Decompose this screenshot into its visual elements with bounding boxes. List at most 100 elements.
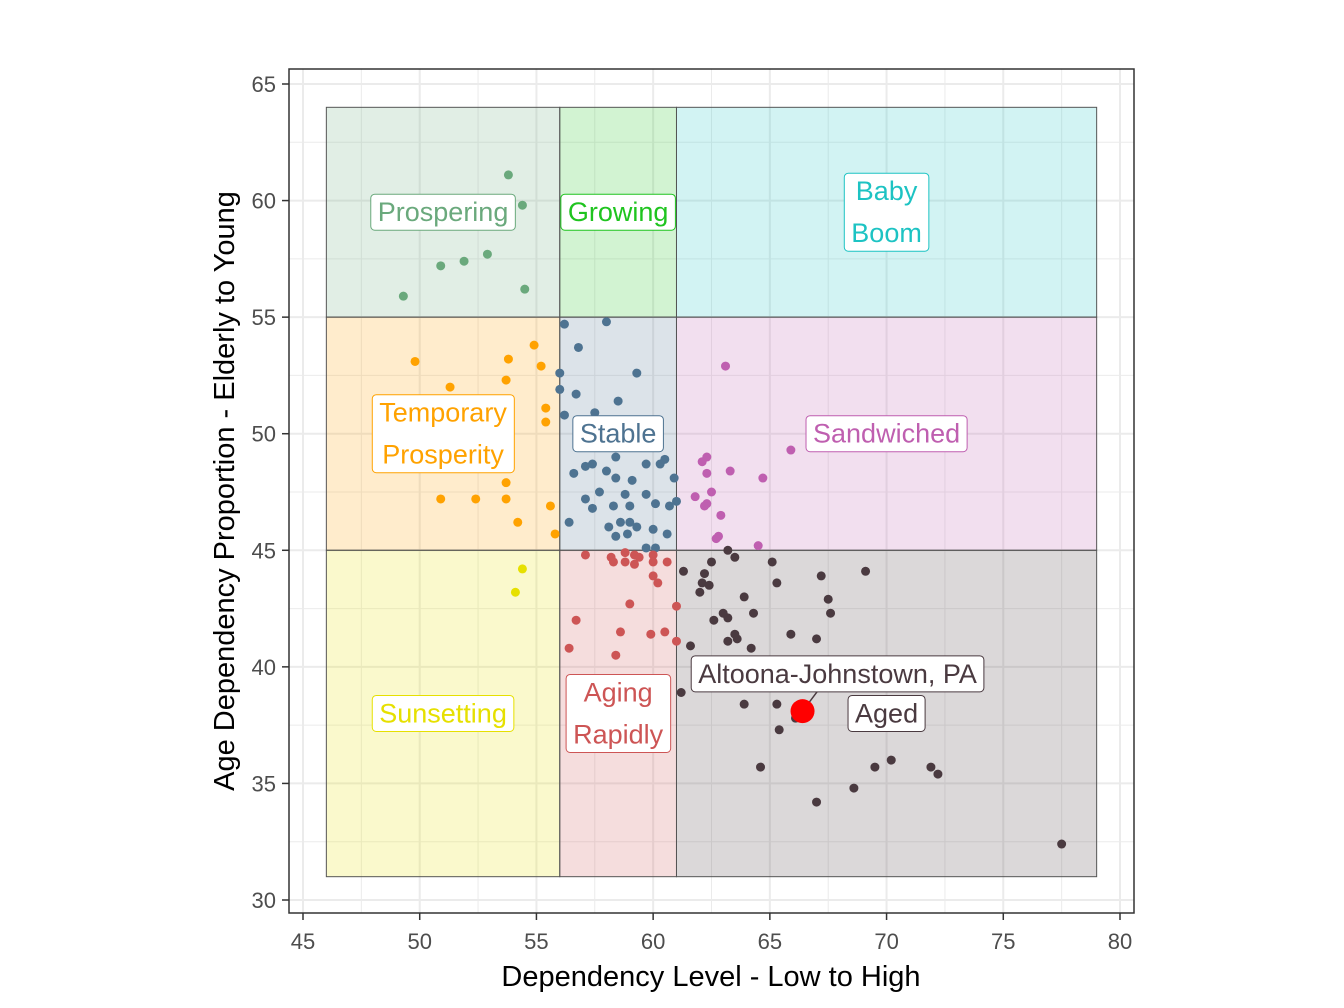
point-aging-rapidly [611, 650, 621, 660]
x-tick-label: 80 [1108, 929, 1132, 954]
point-prospering [517, 200, 527, 210]
label-sunsetting-text: Sunsetting [379, 698, 507, 728]
point-aged [704, 580, 714, 590]
point-temporary-prosperity [471, 494, 481, 504]
label-sandwiched-box [805, 415, 968, 453]
label-aging-rapidly-box [565, 673, 672, 753]
point-stable [587, 459, 597, 469]
point-stable [580, 494, 590, 504]
point-sandwiched [786, 445, 796, 455]
point-temporary-prosperity [550, 529, 560, 539]
point-aged [746, 643, 756, 653]
highlight-label: Altoona-Johnstown, PA [690, 655, 985, 693]
point-aging-rapidly [629, 559, 639, 569]
point-stable [564, 517, 574, 527]
point-aging-rapidly [648, 557, 658, 567]
point-aged [861, 566, 871, 576]
point-aging-rapidly [620, 548, 630, 558]
label-aging-rapidly-text: Aging Rapidly [573, 677, 664, 749]
point-temporary-prosperity [501, 478, 511, 488]
point-sandwiched [702, 468, 712, 478]
point-temporary-prosperity [410, 356, 420, 366]
point-sandwiched [725, 466, 735, 476]
point-aged [786, 629, 796, 639]
point-sandwiched [699, 501, 709, 511]
x-tick-label: 45 [291, 929, 315, 954]
point-temporary-prosperity [545, 501, 555, 511]
point-aging-rapidly [662, 557, 672, 567]
point-aged [812, 797, 822, 807]
label-aging-rapidly: Aging Rapidly [565, 673, 672, 753]
point-sunsetting [517, 564, 527, 574]
point-stable [611, 531, 621, 541]
x-tick-label: 70 [874, 929, 898, 954]
point-stable [615, 517, 625, 527]
label-temporary-prosperity-text: Temporary Prosperity [379, 398, 507, 470]
point-temporary-prosperity [536, 361, 546, 371]
point-aging-rapidly [634, 552, 644, 562]
point-temporary-prosperity [436, 494, 446, 504]
point-aged [723, 545, 733, 555]
x-tick-label: 50 [407, 929, 431, 954]
point-aging-rapidly [608, 557, 618, 567]
point-stable [601, 317, 611, 327]
point-sandwiched [697, 457, 707, 467]
point-aging-rapidly [571, 615, 581, 625]
x-axis-title: Dependency Level - Low to High [501, 961, 920, 993]
y-tick-label: 35 [252, 771, 276, 796]
y-tick-label: 40 [252, 655, 276, 680]
point-stable [601, 466, 611, 476]
y-tick-label: 65 [252, 72, 276, 97]
x-tick-label: 60 [641, 929, 665, 954]
highlight-point [790, 699, 815, 724]
point-stable [625, 517, 635, 527]
label-temporary-prosperity-box [371, 394, 515, 474]
point-aged [1057, 839, 1067, 849]
point-stable [580, 461, 590, 471]
y-tick-label: 45 [252, 538, 276, 563]
point-aging-rapidly [671, 636, 681, 646]
label-sunsetting: Sunsetting [371, 694, 515, 732]
point-aged [749, 608, 759, 618]
point-aged [826, 608, 836, 618]
point-stable [622, 529, 632, 539]
point-aging-rapidly [660, 627, 670, 637]
label-sandwiched-text: Sandwiched [813, 419, 960, 449]
y-axis-title: Age Dependency Proportion - Elderly to Y… [209, 191, 241, 791]
point-stable [641, 489, 651, 499]
point-aging-rapidly [653, 578, 663, 588]
point-aged [723, 613, 733, 623]
point-aging-rapidly [625, 599, 635, 609]
label-aged-box [847, 694, 926, 732]
point-sandwiched [721, 361, 731, 371]
point-aged [933, 769, 943, 779]
label-baby-boom-box [843, 172, 930, 252]
point-aged [699, 569, 709, 579]
point-aging-rapidly [646, 629, 656, 639]
highlight-label-text: Altoona-Johnstown, PA [698, 659, 977, 689]
point-aged [695, 587, 705, 597]
axis-ticks: 45 50 55 60 65 70 75 80 30 35 40 45 50 55 60 65 [252, 72, 1133, 954]
point-stable [555, 384, 565, 394]
point-aged [870, 762, 880, 772]
point-sandwiched [753, 541, 763, 551]
point-temporary-prosperity [445, 382, 455, 392]
point-sandwiched [716, 510, 726, 520]
point-stable [650, 543, 660, 553]
point-aged [685, 641, 695, 651]
point-stable [662, 529, 672, 539]
regions [325, 106, 1098, 878]
point-stable [669, 473, 679, 483]
point-aged [772, 578, 782, 588]
point-aged [812, 634, 822, 644]
y-tick-label: 55 [252, 305, 276, 330]
region-labels: Prospering Growing Baby Boom Temporary Prospe… [370, 172, 985, 753]
point-aging-rapidly [564, 643, 574, 653]
point-stable [648, 524, 658, 534]
point-aged [678, 566, 688, 576]
point-aged [739, 592, 749, 602]
label-stable: Stable [572, 415, 664, 453]
label-prospering-box [370, 193, 516, 231]
point-temporary-prosperity [501, 494, 511, 504]
point-prospering [482, 249, 492, 259]
